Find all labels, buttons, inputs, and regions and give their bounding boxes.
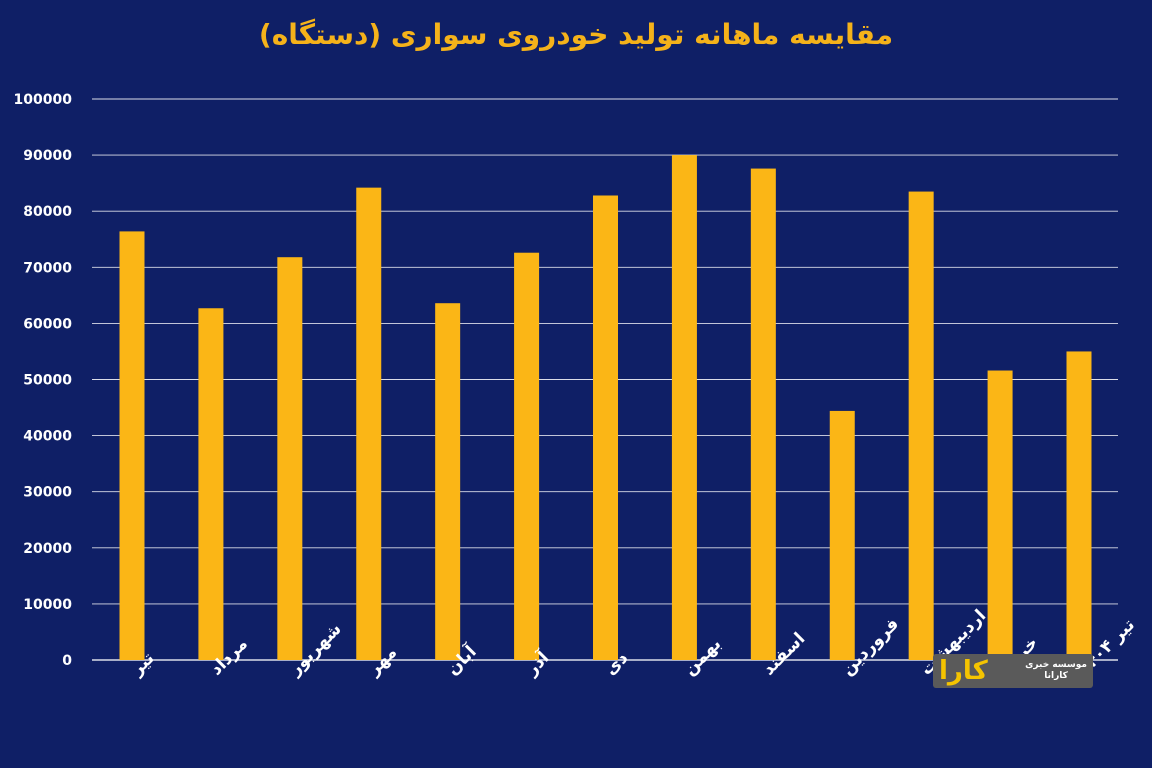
- y-tick-label: 30000: [23, 485, 72, 501]
- bar: [198, 308, 224, 660]
- y-tick-label: 20000: [23, 541, 72, 557]
- bar: [829, 410, 855, 660]
- bar: [119, 231, 145, 660]
- y-tick-label: 90000: [23, 148, 72, 164]
- bar: [671, 155, 697, 660]
- chart-title: مقایسه ماهانه تولید خودروی سواری (دستگاه…: [258, 18, 894, 51]
- logo-caption-line2: کارانا: [1044, 671, 1068, 681]
- y-tick-label: 70000: [23, 260, 72, 276]
- logo-caption-line1: موسسه خبری: [1025, 660, 1087, 670]
- y-tick-label: 100000: [14, 92, 73, 108]
- bar: [514, 252, 540, 661]
- logo-caption: موسسه خبری کارانا: [1025, 660, 1087, 682]
- bar: [277, 257, 303, 660]
- y-tick-label: 60000: [23, 316, 72, 332]
- bar: [593, 195, 618, 660]
- agency-logo: کارا موسسه خبری کارانا: [933, 654, 1093, 688]
- bar: [908, 191, 934, 660]
- bar: [356, 187, 382, 660]
- y-tick-label: 50000: [23, 373, 72, 389]
- bar: [987, 370, 1013, 660]
- y-tick-label: 40000: [23, 429, 72, 445]
- logo-mark: کارا: [939, 656, 988, 686]
- bar: [435, 303, 461, 660]
- bar: [1066, 351, 1092, 660]
- bar: [750, 168, 776, 660]
- y-axis-ticks: 0 10000 20000 30000 40000 50000 60000 70000 8000…: [14, 92, 73, 669]
- y-tick-label: 10000: [23, 597, 72, 613]
- y-tick-label: 80000: [23, 204, 72, 220]
- y-tick-label: 0: [62, 653, 72, 669]
- bars: [119, 155, 1092, 661]
